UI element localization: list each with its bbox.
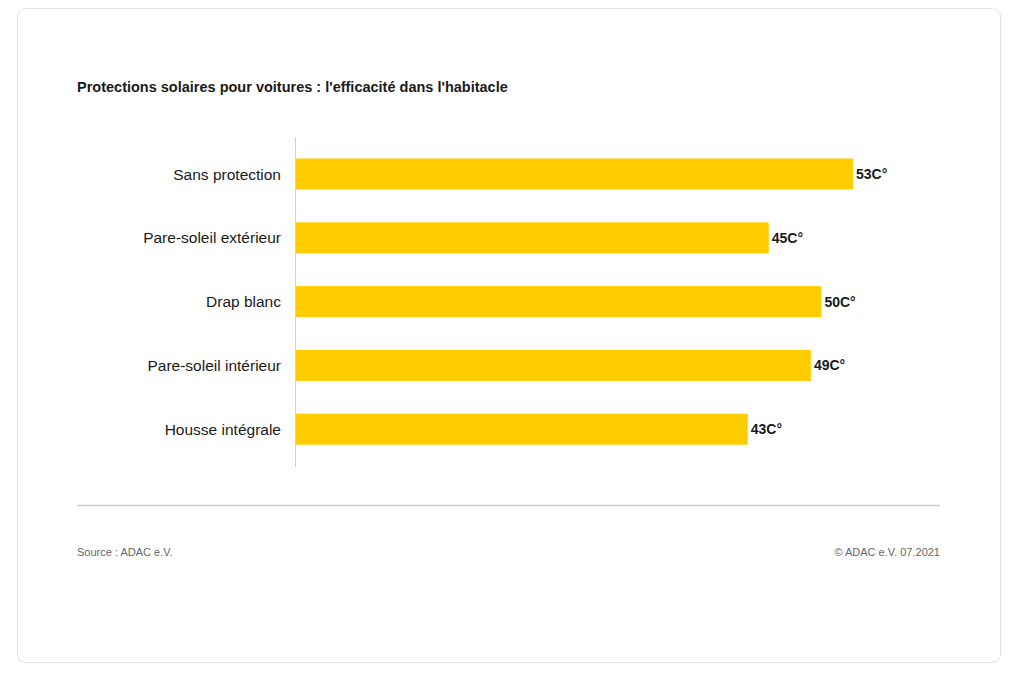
title: Protections solaires pour voitures : l'e…	[77, 79, 508, 95]
chart-root: Protections solaires pour voitures : l'e…	[0, 0, 1024, 673]
bar	[295, 159, 853, 190]
data-label: 49C°	[814, 357, 845, 373]
copyright: © ADAC e.V. 07.2021	[834, 546, 940, 558]
card	[18, 9, 1001, 663]
bar	[295, 286, 821, 317]
chart: Protections solaires pour voitures : l'e…	[0, 0, 1024, 673]
source: Source : ADAC e.V.	[77, 546, 173, 558]
data-label: 53C°	[856, 166, 887, 182]
category-label: Pare-soleil intérieur	[147, 357, 281, 374]
bars	[295, 159, 853, 445]
bar	[295, 222, 769, 253]
data-label: 50C°	[824, 294, 855, 310]
category-label: Drap blanc	[206, 293, 281, 310]
bar	[295, 350, 811, 381]
data-label: 43C°	[751, 421, 782, 437]
data-label: 45C°	[772, 230, 803, 246]
bar	[295, 414, 748, 445]
category-label: Housse intégrale	[165, 421, 281, 438]
category-label: Sans protection	[173, 166, 281, 183]
category-axis	[295, 137, 296, 467]
category-label: Pare-soleil extérieur	[143, 229, 281, 246]
separator	[77, 505, 940, 507]
